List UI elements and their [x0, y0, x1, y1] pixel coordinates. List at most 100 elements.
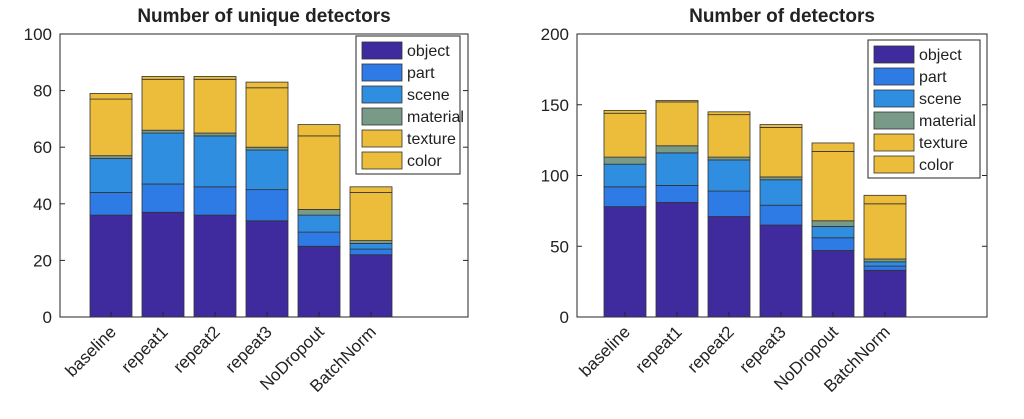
y-tick-label: 40	[33, 195, 52, 214]
x-tick-label: repeat2	[684, 322, 738, 376]
bar-segment-part	[655, 185, 699, 203]
bar-segment-material	[245, 146, 289, 151]
bar-segment-material	[297, 209, 341, 216]
bar-segment-object	[245, 220, 289, 318]
legend: object part scene material texture color	[355, 35, 464, 175]
bar-segment-color	[603, 110, 647, 114]
bar-segment-object	[759, 224, 803, 318]
bar-segment-texture	[141, 78, 185, 131]
y-tick-label: 20	[33, 251, 52, 270]
legend-label-texture: texture	[919, 135, 968, 152]
chart-title: Number of detectors	[689, 6, 875, 27]
legend-label-scene: scene	[919, 91, 962, 108]
legend-label-texture: texture	[407, 131, 456, 148]
bar-segment-scene	[297, 214, 341, 233]
bar-segment-object	[193, 214, 237, 318]
bar-segment-scene	[141, 132, 185, 185]
legend-swatch-color	[361, 151, 403, 170]
legend-swatch-texture	[361, 129, 403, 148]
bar-segment-material	[759, 176, 803, 181]
y-tick-label: 0	[560, 308, 569, 327]
bar-segment-texture	[89, 98, 133, 157]
legend-swatch-scene	[361, 85, 403, 104]
bar-segment-object	[603, 206, 647, 318]
x-tick-label: baseline	[576, 322, 634, 380]
legend-swatch-color	[873, 155, 915, 174]
bar-segment-part	[707, 190, 751, 217]
bar-segment-scene	[707, 159, 751, 192]
legend-label-material: material	[407, 109, 464, 126]
bar-segment-color	[707, 111, 751, 116]
bar-segment-material	[193, 132, 237, 137]
bar-segment-texture	[863, 203, 907, 260]
bar-segment-part	[89, 192, 133, 216]
bar-segment-texture	[193, 78, 237, 134]
legend-label-part: part	[407, 65, 435, 82]
y-tick-label: 200	[541, 25, 569, 44]
y-tick-label: 100	[541, 167, 569, 186]
x-tick-label: repeat2	[170, 322, 224, 376]
legend-swatch-material	[361, 107, 403, 126]
legend-label-scene: scene	[407, 87, 450, 104]
bar-segment-color	[89, 93, 133, 100]
chart-title: Number of unique detectors	[137, 6, 390, 27]
bar-segment-color	[863, 194, 907, 205]
legend-swatch-part	[873, 67, 915, 86]
legend-swatch-scene	[873, 89, 915, 108]
bar-segment-scene	[759, 179, 803, 206]
bar-segment-material	[863, 258, 907, 263]
bar-segment-part	[811, 237, 855, 251]
legend-label-color: color	[407, 153, 442, 170]
legend-swatch-material	[873, 111, 915, 130]
bar-segment-texture	[707, 114, 751, 158]
bar-segment-scene	[245, 149, 289, 191]
bar-segment-color	[655, 100, 699, 103]
legend-swatch-texture	[873, 133, 915, 152]
bar-segment-texture	[297, 135, 341, 210]
bar-segment-texture	[245, 87, 289, 148]
bar-segment-part	[297, 231, 341, 247]
bar-segment-part	[141, 183, 185, 213]
bar-segment-scene	[655, 152, 699, 186]
bar-segment-material	[349, 240, 393, 244]
bar-segment-scene	[811, 226, 855, 239]
y-tick-label: 60	[33, 138, 52, 157]
bar-segment-scene	[863, 261, 907, 267]
bar-segment-color	[141, 76, 185, 80]
bar-segment-material	[811, 220, 855, 227]
bar-segment-color	[193, 76, 237, 80]
legend-label-object: object	[919, 47, 962, 64]
bar-segment-scene	[89, 158, 133, 193]
y-tick-label: 150	[541, 96, 569, 115]
chart-panel-2: Number of detectors 0 50 100 150 200 baseline r…	[541, 6, 988, 396]
bar-segment-scene	[349, 243, 393, 250]
bar-segment-object	[811, 250, 855, 318]
bar-segment-texture	[603, 112, 647, 158]
bar-segment-object	[297, 245, 341, 318]
bar-segment-object	[141, 211, 185, 318]
legend: object part scene material texture color	[867, 39, 981, 179]
y-tick-label: 80	[33, 82, 52, 101]
legend-label-color: color	[919, 157, 954, 174]
legend-swatch-object	[873, 45, 915, 64]
bar-segment-object	[349, 254, 393, 318]
bar-segment-material	[89, 155, 133, 159]
chart-panel-1: Number of unique detectors 0 20 40 60 80 100 ba…	[24, 6, 469, 396]
bar-segment-texture	[349, 192, 393, 241]
bar-segment-part	[349, 248, 393, 256]
legend-label-part: part	[919, 69, 947, 86]
legend-label-material: material	[919, 113, 976, 130]
bar-segment-texture	[759, 126, 803, 178]
bar-segment-color	[349, 186, 393, 193]
legend-swatch-part	[361, 63, 403, 82]
bar-segment-material	[141, 129, 185, 134]
bar-segment-part	[603, 186, 647, 208]
bar-segment-texture	[655, 101, 699, 147]
y-tick-label: 50	[550, 237, 569, 256]
legend-swatch-object	[361, 41, 403, 60]
bar-segment-material	[707, 156, 751, 161]
bar-segment-scene	[193, 135, 237, 188]
x-tick-label: repeat1	[118, 322, 172, 376]
x-tick-label: baseline	[62, 322, 120, 380]
